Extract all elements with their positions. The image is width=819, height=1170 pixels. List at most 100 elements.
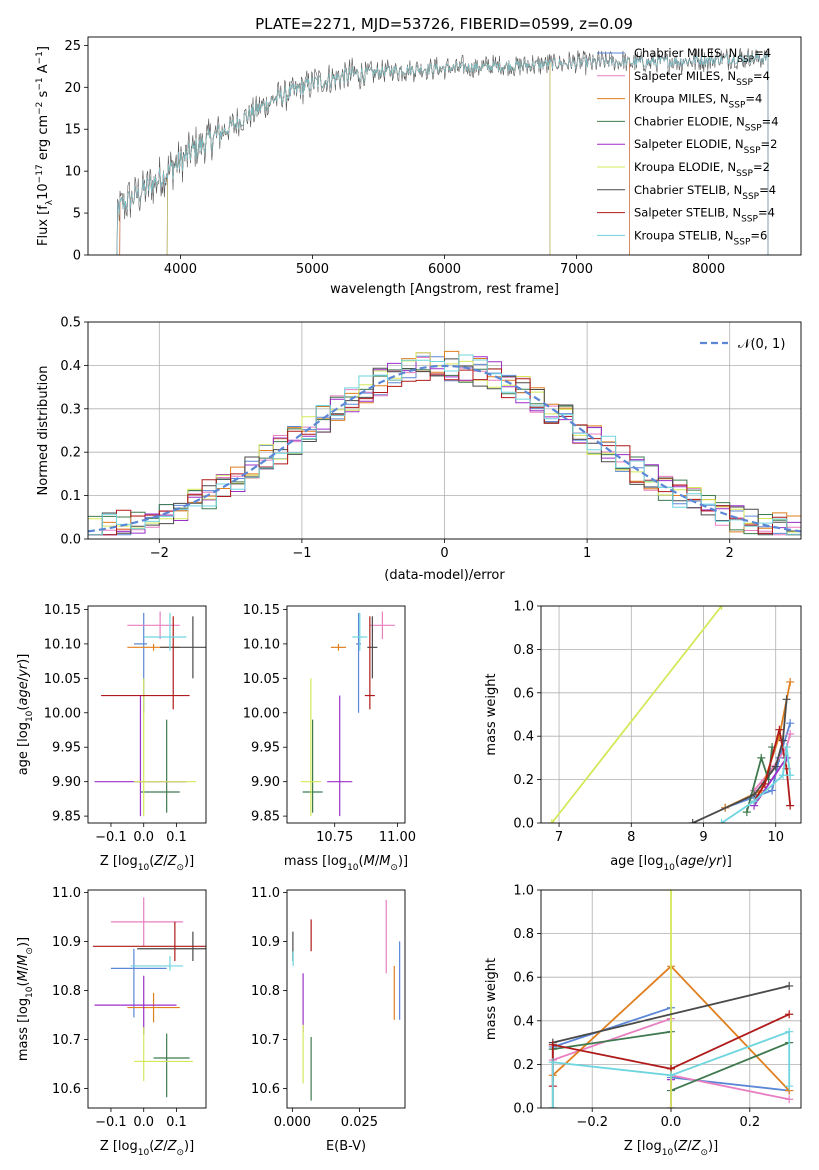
age-vs-Z-xlabel: Z [log10(Z/Z⊙)]	[100, 854, 194, 873]
cumulative-mass-weight-vs-age-xlabel-part: yr	[708, 854, 724, 869]
age-vs-Z-ylabel-part: (	[16, 706, 31, 711]
spectrum-legend-label-part: Kroupa MILES, N	[634, 92, 729, 106]
spectrum-legend-label: Kroupa ELODIE, NSSP=2	[634, 160, 770, 179]
spectrum-ytick-label: 10	[64, 165, 81, 180]
cumulative-mass-weight-vs-age-series-chabrier-stelib-marker	[782, 695, 791, 704]
age-vs-Z-point-salpeter-elodie	[94, 695, 187, 817]
histogram-xlabel: (data-model)/error	[384, 568, 505, 583]
spectrum-line-salpeter-stelib	[116, 52, 769, 255]
spectrum-ylabel-part: λ	[45, 199, 55, 205]
cumulative-mass-weight-vs-age-series-chabrier-miles-marker	[786, 719, 795, 728]
cumulative-mass-weight-vs-Z-series-kroupa-stelib-marker	[548, 1104, 557, 1108]
spectrum-xtick-label: 4000	[164, 262, 197, 277]
spectrum-legend-label-part: SSP	[745, 123, 762, 133]
spectrum-ylabel-part: erg cm	[36, 115, 51, 164]
age-vs-mass-xlabel-part: /	[375, 854, 380, 869]
mass-vs-Z-xtick-label: −0.1	[95, 1115, 127, 1130]
spectrum-ylabel: Flux [fλ10−17 erg cm−2 s−1 A−1]	[35, 46, 55, 246]
mass-vs-ebv-xtick-label: 0.025	[341, 1115, 378, 1130]
age-vs-mass-frame	[286, 605, 406, 824]
spectrum-legend-label-part: SSP	[736, 169, 753, 179]
spectrum-legend-label-part: =4	[754, 46, 771, 60]
spectrum-legend-label-part: SSP	[742, 192, 759, 202]
residual-histogram-ytick-label: 0.4	[60, 359, 81, 374]
mass-vs-Z-point-salpeter-elodie	[94, 975, 177, 1035]
cumulative-mass-weight-vs-Z-series-kroupa-stelib-marker	[667, 1071, 675, 1080]
mass-vs-Z-xlabel-part: /	[163, 1139, 168, 1154]
spectrum-legend-label-part: =4	[753, 69, 770, 83]
spectrum-legend-label: Chabrier MILES, NSSP=4	[634, 46, 771, 65]
mass-vs-Z-point-kroupa-stelib	[130, 956, 184, 971]
age-vs-Z-point-chabrier-stelib	[160, 616, 206, 679]
mass-vs-Z-ytick-label: 10.6	[52, 1082, 81, 1097]
spectrum-legend-label: Kroupa MILES, NSSP=4	[634, 92, 762, 111]
age-vs-mass-xlabel-part: M	[364, 854, 375, 869]
spectrum-legend-label-part: Chabrier MILES, N	[634, 46, 737, 60]
cumulative-mass-weight-vs-age-xtick-label: 7	[555, 830, 563, 845]
cumulative-mass-weight-vs-age-ytick-label: 1.0	[513, 600, 534, 615]
spectrum-xlabel: wavelength [Angstrom, rest frame]	[330, 282, 559, 297]
spectrum-line-chabrier-elodie	[166, 59, 551, 255]
spectrum-ytick-label: 20	[64, 81, 81, 96]
age-vs-mass-ytick-label: 9.95	[251, 741, 280, 756]
age-vs-mass-xlabel-part: mass [log	[284, 854, 347, 869]
cumulative-mass-weight-vs-Z-xlabel-part: 10	[662, 1148, 674, 1158]
mass-vs-Z-ytick-label: 10.7	[52, 1033, 81, 1048]
spectrum-line-kroupa-elodie	[166, 59, 551, 255]
mass-vs-Z-plot-area	[92, 897, 206, 1098]
mass-vs-ebv-ytick-label: 10.9	[251, 935, 280, 950]
cumulative-mass-weight-vs-Z-plot-area	[541, 890, 801, 1108]
spectrum-legend-label-part: =6	[750, 228, 767, 242]
age-vs-mass-plot-area	[300, 611, 395, 817]
cumulative-mass-weight-vs-Z-panel: −0.2 0.0 0.20.00.20.40.60.81.0Z [log10(Z/Z…	[484, 884, 802, 1158]
spectrum-line-salpeter-miles	[119, 56, 630, 255]
cumulative-mass-weight-vs-age-ytick-label: 0.0	[513, 817, 534, 832]
residual-histogram-xtick-label: −2	[150, 546, 169, 561]
cumulative-mass-weight-vs-Z-series-chabrier-stelib-marker	[785, 981, 794, 990]
mass-vs-ebv-plot-area	[292, 899, 401, 1101]
cumulative-mass-weight-vs-Z-xlabel-part: Z	[677, 1139, 688, 1154]
figure-title: PLATE=2271, MJD=53726, FIBERID=0599, z=0…	[255, 15, 633, 33]
age-vs-Z-point-salpeter-miles	[127, 611, 180, 640]
cumulative-mass-weight-vs-age-ytick-label: 0.2	[513, 773, 534, 788]
residual-histogram-ytick-label: 0.3	[60, 402, 81, 417]
mass-vs-Z-xlabel-part: ⊙	[176, 1148, 184, 1158]
spectrum-legend-label-part: Kroupa ELODIE, N	[634, 160, 736, 174]
age-vs-mass-ytick-label: 10.05	[243, 672, 280, 687]
cumulative-mass-weight-vs-age-plot-area	[541, 606, 801, 823]
age-vs-mass-xlabel-part: ⊙	[390, 863, 398, 873]
cumulative-mass-weight-vs-age-series-salpeter-elodie	[753, 757, 788, 807]
mass-vs-ebv-ytick-label: 10.7	[251, 1033, 280, 1048]
cumulative-mass-weight-vs-Z-series-kroupa-stelib-marker	[785, 1082, 794, 1091]
cumulative-mass-weight-vs-age-series-chabrier-stelib-marker	[771, 762, 780, 771]
cumulative-mass-weight-vs-age-ytick-label: 0.4	[513, 730, 534, 745]
residual-histogram-ytick-label: 0.5	[60, 316, 81, 331]
spectrum-ylabel-part: −1	[35, 77, 45, 90]
age-vs-Z-plot-area	[94, 611, 206, 817]
spectrum-frame	[87, 36, 802, 256]
spectrum-line-kroupa-stelib	[116, 52, 769, 255]
histogram-step-kroupa-elodie	[88, 352, 801, 533]
spectrum-legend-label-part: =2	[753, 160, 770, 174]
residual-histogram-plot-area	[88, 322, 801, 539]
residual-histogram-ytick-label: 0.0	[60, 533, 81, 548]
mass-vs-Z-point-kroupa-miles	[127, 992, 180, 1023]
mass-vs-Z-ylabel-part: )]	[16, 937, 31, 947]
cumulative-mass-weight-vs-age-xlabel-part: (	[675, 854, 680, 869]
age-vs-Z-ytick-label: 10.15	[44, 603, 81, 618]
cumulative-mass-weight-vs-Z-xlabel-part: Z [log	[624, 1139, 662, 1154]
spectrum-ylabel-part: s	[36, 90, 51, 101]
spectrum-ylabel-part: A	[36, 64, 51, 77]
mass-vs-Z-ytick-label: 10.9	[52, 935, 81, 950]
age-vs-Z-point-kroupa-stelib	[143, 612, 187, 651]
cumulative-mass-weight-vs-Z-frame	[540, 889, 802, 1109]
spectrum-ytick-label: 15	[64, 123, 81, 138]
age-vs-Z-frame	[87, 605, 207, 824]
cumulative-mass-weight-vs-age-series-salpeter-miles	[753, 733, 792, 792]
spectrum-legend-label: Chabrier ELODIE, NSSP=4	[634, 114, 779, 133]
age-vs-mass-point-salpeter-stelib	[364, 616, 375, 710]
mass-vs-ebv-ytick-label: 10.6	[251, 1082, 280, 1097]
cumulative-mass-weight-vs-age-series-salpeter-miles-marker	[786, 730, 795, 739]
age-vs-mass-xlabel: mass [log10(M/M⊙)]	[284, 854, 408, 873]
